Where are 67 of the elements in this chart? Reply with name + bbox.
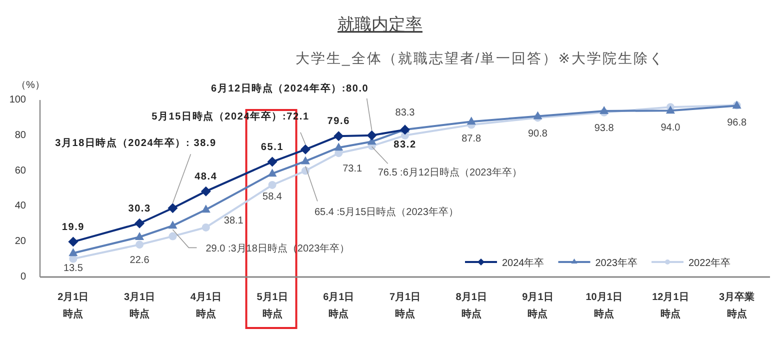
- point: [168, 232, 177, 240]
- data-label: 58.4: [262, 192, 282, 203]
- x-tick-label: 9月1日時点: [522, 292, 554, 320]
- point: [68, 236, 78, 247]
- point: [68, 248, 78, 256]
- x-tick-label: 8月1日時点: [456, 292, 487, 320]
- point: [366, 130, 377, 140]
- point: [300, 156, 310, 164]
- point: [168, 203, 178, 214]
- x-tick-label: 7月1日時点: [389, 292, 421, 320]
- legend-label: 2024年卒: [502, 257, 544, 269]
- ylabel: （%）: [16, 80, 45, 91]
- x-tick-label: 6月1日時点: [323, 292, 354, 320]
- data-label: 38.1: [224, 216, 244, 227]
- point: [334, 142, 344, 151]
- point: [268, 180, 276, 189]
- y-tick-label: 0: [20, 272, 26, 282]
- data-label: 93.8: [594, 122, 614, 134]
- y-tick-label: 100: [9, 94, 26, 106]
- point: [136, 240, 144, 249]
- data-label: 48.4: [194, 171, 218, 182]
- legend-label: 2023年卒: [595, 257, 638, 269]
- x-tick-label: 10月1日時点: [586, 292, 622, 320]
- data-label: 65.4 :5月15日時点（2023年卒）: [314, 206, 458, 218]
- point: [201, 204, 210, 213]
- point: [600, 106, 609, 114]
- title: 就職内定率: [338, 15, 422, 34]
- point: [200, 186, 211, 196]
- legend-label: 2022年卒: [688, 257, 731, 269]
- point: [134, 218, 145, 228]
- data-label: 3月18日時点（2024年卒）: 38.9: [55, 137, 216, 150]
- point: [202, 223, 210, 232]
- x-tick-label: 4月1日時点: [190, 292, 222, 320]
- subtitle: 大学生_全体（就職志望者/単一回答）※大学院生除く: [296, 50, 664, 66]
- point: [135, 232, 144, 240]
- y-tick-label: 20: [14, 236, 26, 248]
- data-label: 83.3: [395, 108, 416, 119]
- x-tick-label: 3月卒業時点: [719, 291, 755, 320]
- data-label: 96.8: [727, 118, 747, 129]
- data-label: 83.2: [394, 140, 416, 151]
- data-label: 94.0: [660, 122, 681, 134]
- x-tick-label: 2月1日時点: [58, 292, 89, 320]
- data-label: 87.8: [462, 134, 482, 145]
- data-label: 76.5 :6月12日時点（2023年卒）: [378, 166, 522, 179]
- point: [666, 106, 675, 114]
- data-label: 30.3: [128, 203, 151, 214]
- data-label: 13.5: [63, 263, 84, 274]
- point: [267, 156, 278, 167]
- y-tick-label: 80: [14, 130, 26, 141]
- point: [300, 144, 310, 154]
- y-tick-label: 40: [14, 200, 26, 212]
- y-tick-label: 60: [14, 165, 26, 176]
- data-label: 22.6: [130, 255, 150, 266]
- point: [268, 168, 277, 177]
- data-label: 79.6: [327, 116, 350, 128]
- data-label: 19.9: [62, 222, 85, 233]
- x-tick-label: 3月1日時点: [124, 292, 156, 320]
- point: [334, 131, 344, 142]
- data-label: 90.8: [528, 128, 548, 140]
- data-label: 73.1: [342, 164, 363, 175]
- x-tick-label: 12月1日時点: [652, 292, 689, 320]
- point: [168, 220, 178, 229]
- x-tick-label: 5月1日時点: [256, 292, 288, 320]
- point: [466, 116, 476, 125]
- data-label: 65.1: [260, 142, 284, 153]
- data-label: 6月12日時点（2024年卒）:80.0: [210, 82, 369, 94]
- point: [533, 111, 542, 120]
